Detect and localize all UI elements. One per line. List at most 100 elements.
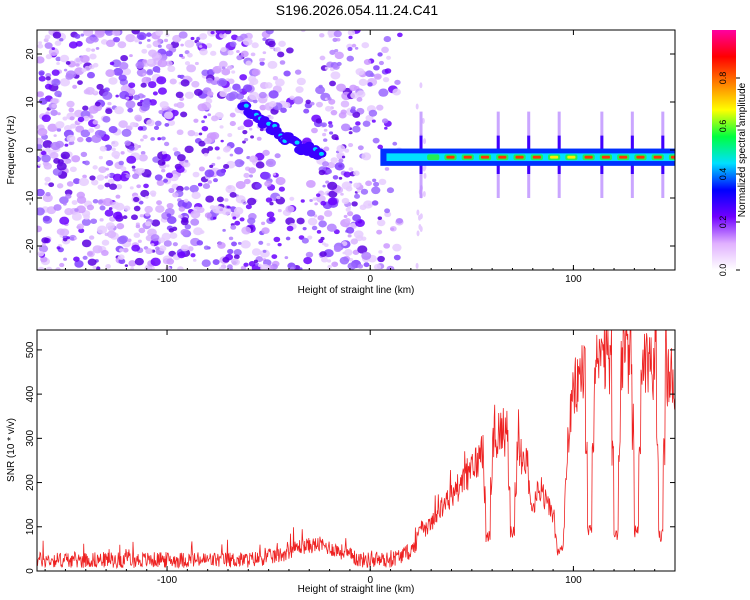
noise-blob <box>52 31 62 39</box>
noise-blob <box>259 128 264 132</box>
noise-blob <box>345 227 355 234</box>
noise-blob <box>348 35 353 40</box>
noise-blob <box>156 76 167 85</box>
noise-blob <box>201 125 209 132</box>
noise-blob <box>216 196 224 203</box>
noise-blob <box>392 88 401 96</box>
noise-blob <box>224 30 232 35</box>
colorbar-ramp <box>712 30 736 270</box>
noise-blob <box>351 43 357 48</box>
noise-blob <box>53 158 61 164</box>
noise-blob <box>80 33 85 37</box>
noise-blob <box>240 50 249 58</box>
noise-blob <box>357 245 368 254</box>
noise-blob <box>133 196 140 203</box>
noise-blob <box>415 262 419 269</box>
noise-blob <box>229 112 236 118</box>
noise-blob <box>289 95 295 100</box>
noise-blob <box>104 182 111 188</box>
noise-blob <box>72 84 78 89</box>
noise-blob <box>138 227 146 234</box>
noise-blob <box>221 207 232 216</box>
noise-blob <box>37 43 44 49</box>
noise-blob <box>190 36 195 41</box>
noise-blob <box>250 135 254 139</box>
noise-blob <box>332 175 339 180</box>
noise-blob <box>128 82 136 89</box>
noise-blob <box>65 193 72 199</box>
noise-blob <box>322 184 326 188</box>
colorbar: 0.0 0.2 0.4 0.6 0.8 Normalized spectral ampl… <box>712 30 748 276</box>
noise-blob <box>250 52 256 57</box>
noise-blob <box>328 190 338 198</box>
tone-peak <box>550 155 559 159</box>
noise-blob <box>340 100 350 108</box>
noise-blob <box>159 245 167 252</box>
noise-blob <box>45 111 50 116</box>
noise-blob <box>231 70 236 74</box>
noise-blob <box>104 175 109 179</box>
noise-blob <box>347 205 352 209</box>
noise-blob <box>122 247 129 253</box>
noise-blob <box>166 258 175 265</box>
noise-blob <box>183 161 191 168</box>
noise-blob <box>89 175 96 181</box>
noise-blob <box>416 209 420 216</box>
noise-blob <box>212 216 217 220</box>
noise-blob <box>134 257 144 266</box>
tone-peak <box>567 155 576 159</box>
noise-blob <box>229 41 237 47</box>
noise-blob <box>341 155 346 159</box>
tone-segment <box>427 154 440 161</box>
noise-blob <box>117 254 125 260</box>
noise-blob <box>97 184 105 190</box>
noise-blob <box>392 141 398 146</box>
noise-blob <box>330 109 338 116</box>
noise-blob <box>207 180 212 184</box>
noise-blob <box>142 59 148 64</box>
noise-blob <box>64 189 73 196</box>
noise-blob <box>69 123 77 129</box>
noise-blob <box>376 229 383 235</box>
noise-blob <box>333 245 342 253</box>
chart-title: S196.2026.054.11.24.C41 <box>276 2 439 18</box>
noise-blob <box>151 219 161 227</box>
noise-blob <box>302 227 307 231</box>
noise-blob <box>274 153 281 159</box>
noise-blob <box>57 112 61 116</box>
noise-blob <box>236 35 244 42</box>
noise-blob <box>330 157 338 164</box>
noise-blob <box>175 165 185 173</box>
noise-blob <box>107 101 112 106</box>
noise-blob <box>234 159 245 168</box>
noise-blob <box>135 61 145 69</box>
noise-blob <box>199 230 205 234</box>
noise-blob <box>243 119 254 128</box>
noise-blob <box>350 106 356 111</box>
noise-blob <box>215 30 226 35</box>
noise-blob <box>178 214 183 219</box>
noise-blob <box>345 186 353 192</box>
noise-blob <box>149 190 157 196</box>
noise-blob <box>109 183 117 190</box>
noise-blob <box>42 215 51 222</box>
noise-blob <box>173 103 179 107</box>
noise-blob <box>108 126 118 134</box>
noise-blob <box>169 232 178 239</box>
noise-blob <box>107 178 115 185</box>
tone-peak <box>480 155 490 159</box>
noise-blob <box>69 116 75 121</box>
noise-blob <box>352 111 361 118</box>
noise-blob <box>99 145 107 152</box>
colorbar-ticks: 0.0 0.2 0.4 0.6 0.8 <box>718 72 740 276</box>
noise-blob <box>73 237 78 240</box>
noise-blob <box>102 91 113 100</box>
noise-blob <box>148 99 157 106</box>
snr-xtick-label: 100 <box>565 575 582 586</box>
noise-blob <box>254 183 262 189</box>
noise-blob <box>386 187 395 194</box>
noise-blob <box>229 191 237 198</box>
noise-blob <box>45 76 51 81</box>
noise-blob <box>45 266 53 270</box>
noise-blob <box>74 33 81 39</box>
